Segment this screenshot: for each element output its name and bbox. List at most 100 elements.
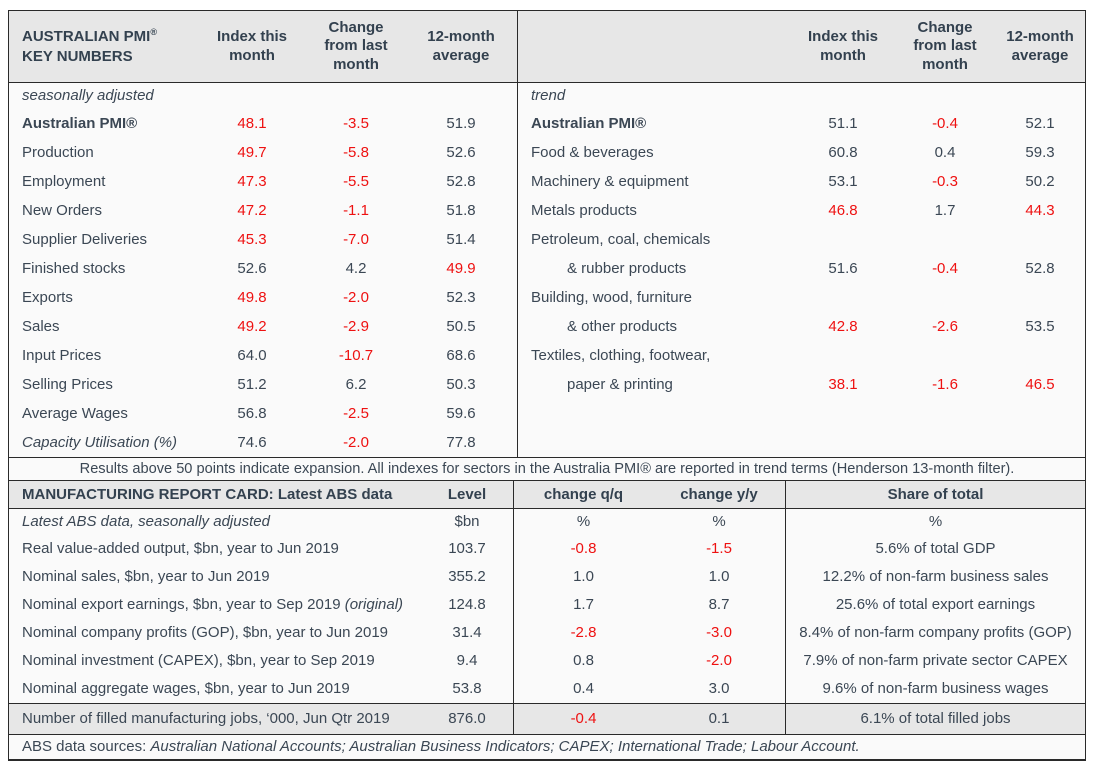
value-cell: -2.9 [343,318,369,335]
right-table-body: trend Australian PMI® 51.1 -0.4 52.1 Food & b… [518,83,1085,399]
value-cell: 53.1 [828,173,858,190]
value-cell: 124.8 [448,596,486,613]
value-cell: 51.4 [446,231,476,248]
table-row: New Orders 47.2 -1.1 51.8 [9,196,517,225]
value-cell: 46.8 [828,202,858,219]
footer-sources: Australian National Accounts; Australian… [150,738,860,755]
value-cell: -2.0 [706,652,732,669]
table-row: Finished stocks 52.6 4.2 49.9 [9,254,517,283]
value-cell: 50.2 [1025,173,1055,190]
left-table-body: seasonally adjusted Australian PMI® 48.1 -3… [9,83,517,457]
expansion-note: Results above 50 points indicate expansi… [9,458,1085,481]
value-cell: -0.8 [513,535,653,563]
row-label: Metals products [531,202,637,219]
value-cell [995,283,1085,312]
value-cell: 4.2 [345,260,367,277]
value-cell: 59.3 [1025,144,1055,161]
table-row: Building, wood, furniture [518,283,1085,312]
value-cell: 56.8 [237,405,267,422]
table-row: Food & beverages 60.8 0.4 59.3 [518,138,1085,167]
row-label: Exports [22,289,73,306]
value-cell [895,341,995,370]
value-cell: 8.7 [708,596,730,613]
value-cell: -7.0 [343,231,369,248]
row-label: Nominal export earnings, $bn, year to Se… [22,596,404,613]
value-cell: 0.1 [708,710,730,727]
right-header-row: Index this month Change from last month 12… [518,11,1085,83]
table-row: Nominal sales, $bn, year to Jun 2019 355.… [9,563,1085,591]
value-cell [791,283,895,312]
value-cell: -1.5 [706,540,732,557]
value-cell: 46.5 [1025,376,1055,393]
table-row: & rubber products 51.6 -0.4 52.8 [518,254,1085,283]
value-cell: -5.5 [343,173,369,190]
table-row: Supplier Deliveries 45.3 -7.0 51.4 [9,225,517,254]
value-cell: % [513,509,653,535]
row-label: Nominal investment (CAPEX), $bn, year to… [22,652,375,669]
title-line-1: AUSTRALIAN PMI® [22,26,157,45]
table-row: Input Prices 64.0 -10.7 68.6 [9,341,517,370]
section-label: trend [531,87,566,104]
row-label: Average Wages [22,405,128,422]
value-cell: 47.2 [237,202,267,219]
table-row: Machinery & equipment 53.1 -0.3 50.2 [518,167,1085,196]
column-header: 12-month average [1006,28,1074,64]
trend-table: Index this month Change from last month 12… [518,11,1085,457]
table-row: Petroleum, coal, chemicals [518,225,1085,254]
value-cell: 49.9 [446,260,476,277]
value-cell: 50.3 [446,376,476,393]
value-cell: 355.2 [448,568,486,585]
value-cell [895,225,995,254]
value-cell: 876.0 [448,710,486,727]
value-cell: 51.8 [446,202,476,219]
value-cell: -3.5 [343,115,369,132]
value-cell [995,341,1085,370]
column-header: 12-month average [427,28,495,64]
value-cell: -2.8 [513,619,653,647]
value-cell: 3.0 [708,680,730,697]
value-cell: -1.1 [343,202,369,219]
value-cell: 53.5 [1025,318,1055,335]
row-label: & other products [567,318,678,335]
manufacturing-report-card: MANUFACTURING REPORT CARD: Latest ABS da… [9,481,1085,759]
row-label: paper & printing [567,376,673,393]
value-cell: 52.6 [237,260,267,277]
value-cell: 0.4 [513,675,653,703]
value-cell: -3.0 [706,624,732,641]
row-label: Nominal company profits (GOP), $bn, year… [22,624,389,641]
value-cell: 1.7 [513,591,653,619]
table-row: Nominal aggregate wages, $bn, year to Ju… [9,675,1085,703]
value-cell: -2.5 [343,405,369,422]
row-label: Machinery & equipment [531,173,689,190]
value-cell: -0.3 [932,173,958,190]
value-cell: -0.4 [932,115,958,132]
title-line-2: KEY NUMBERS [22,48,133,65]
value-cell: -0.4 [932,260,958,277]
column-header: Index this month [216,28,287,64]
value-cell: 53.8 [452,680,482,697]
row-label: Input Prices [22,347,102,364]
value-cell: 52.3 [446,289,476,306]
seasonally-adjusted-table: AUSTRALIAN PMI® KEY NUMBERS Index this m… [9,11,518,457]
row-label: Nominal sales, $bn, year to Jun 2019 [22,568,270,585]
table-row: Nominal company profits (GOP), $bn, year… [9,619,1085,647]
value-cell: 47.3 [237,173,267,190]
column-header: Level [447,486,487,503]
value-cell: 49.8 [237,289,267,306]
table-row: Selling Prices 51.2 6.2 50.3 [9,370,517,399]
value-cell: 50.5 [446,318,476,335]
value-cell: -2.0 [343,434,369,451]
table-row: & other products 42.8 -2.6 53.5 [518,312,1085,341]
section-label: seasonally adjusted [22,87,154,104]
value-cell: 103.7 [448,540,486,557]
value-cell: 52.1 [1025,115,1055,132]
row-label: Selling Prices [22,376,113,393]
table-row: Australian PMI® 51.1 -0.4 52.1 [518,109,1085,138]
row-label: Supplier Deliveries [22,231,148,248]
row-label: Employment [22,173,106,190]
section-label-row: seasonally adjusted [9,83,517,109]
value-cell: 59.6 [446,405,476,422]
right-title-spacer [518,11,791,82]
table-row: Nominal export earnings, $bn, year to Se… [9,591,1085,619]
